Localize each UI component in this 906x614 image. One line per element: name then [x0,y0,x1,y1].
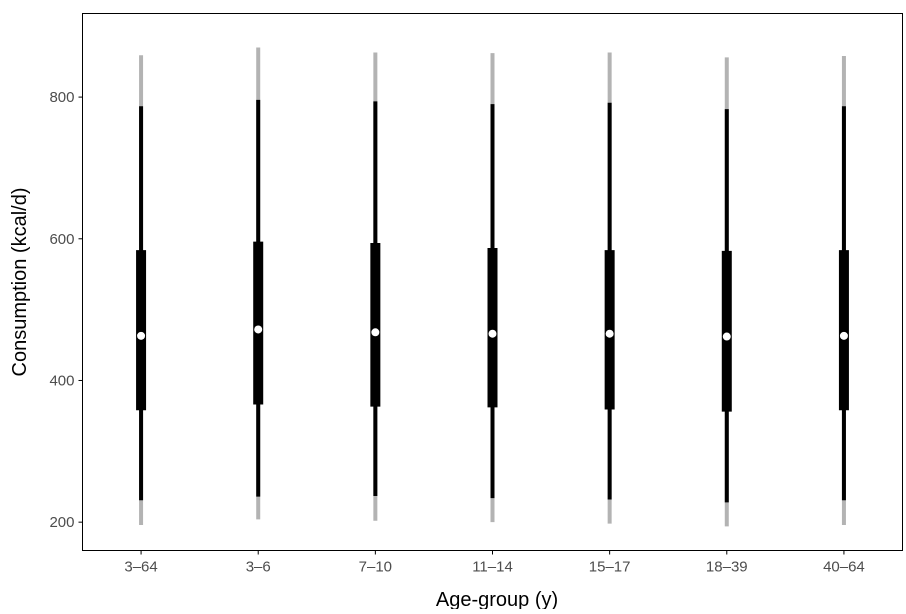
y-tick-label: 400 [49,372,74,389]
x-tick-label: 15–17 [589,559,631,576]
y-tick-label: 200 [49,514,74,531]
median-point [488,329,497,338]
median-point [254,325,263,334]
x-tick-label: 40–64 [823,559,865,576]
interval-group [721,57,732,527]
median-point [605,329,614,338]
x-tick-label: 3–64 [124,559,157,576]
interval-group [136,55,147,525]
x-tick-label: 18–39 [706,559,748,576]
x-axis: 3–64 3–6 7–10 11–14 15–17 18–39 40–64 [124,550,865,576]
median-point [722,332,731,341]
median-point [839,331,848,340]
y-tick-label: 800 [49,89,74,106]
y-axis-title: Consumption (kcal/d) [9,188,31,377]
y-tick-label: 600 [49,231,74,248]
x-tick-label: 11–14 [472,559,513,576]
interval-group [253,47,264,520]
x-axis-title: Age-group (y) [436,589,558,609]
interval-series [136,47,849,527]
x-tick-label: 7–10 [359,559,392,576]
interval-group [370,52,381,521]
interval-group [604,52,615,524]
x-tick-label: 3–6 [246,559,271,576]
median-point [137,331,146,340]
interval-group [838,56,849,525]
y-axis: 200 400 600 800 [49,89,83,531]
interval-group [487,53,498,523]
median-point [371,328,380,337]
